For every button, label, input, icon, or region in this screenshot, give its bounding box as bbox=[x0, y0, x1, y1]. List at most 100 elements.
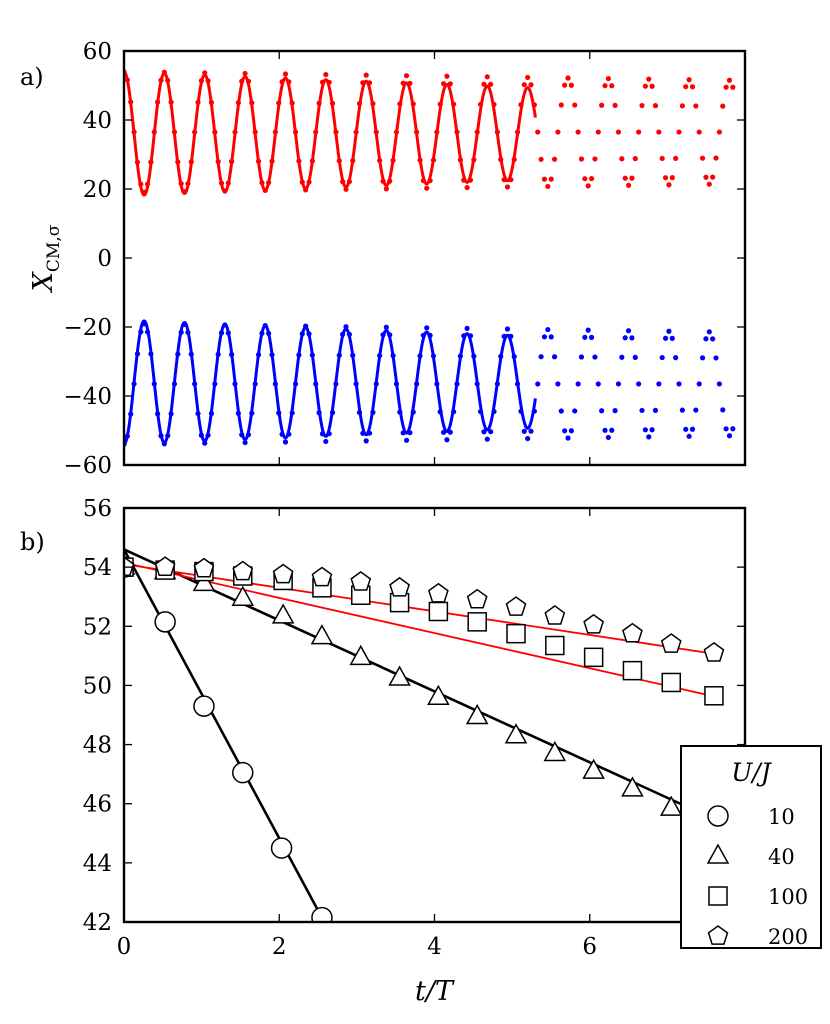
series-point-up-dotted bbox=[407, 80, 413, 86]
series-point-up-dotted bbox=[296, 158, 302, 164]
series-point-down-dotted bbox=[414, 381, 420, 387]
series-point-up-dotted bbox=[326, 79, 332, 85]
series-point-down-dotted bbox=[296, 352, 302, 358]
series-point-up-dotted bbox=[134, 159, 141, 165]
series-point-up-dotted bbox=[229, 158, 235, 165]
series-point-down-dotted bbox=[235, 410, 241, 416]
data-marker-pentagon bbox=[154, 556, 176, 576]
series-point-up-dotted bbox=[279, 79, 285, 85]
series-point-down-dotted bbox=[373, 381, 379, 387]
legend-marker-square bbox=[708, 886, 728, 906]
series-point-up-dotted bbox=[451, 101, 457, 107]
series-point-down-dotted bbox=[629, 335, 635, 341]
series-point-up-dotted bbox=[508, 177, 514, 183]
series-point-down-dotted bbox=[353, 381, 359, 387]
series-point-up-dotted bbox=[316, 100, 322, 106]
series-point-down-dotted bbox=[333, 381, 339, 387]
series-point-up-dotted bbox=[245, 78, 252, 84]
series-point-down-dotted bbox=[440, 429, 447, 435]
series-point-up-dotted bbox=[198, 78, 204, 84]
series-point-down-dotted bbox=[326, 431, 332, 437]
series-point-down-dotted bbox=[696, 381, 702, 387]
series-point-up-dotted bbox=[696, 129, 702, 135]
data-marker-square bbox=[467, 612, 487, 632]
series-point-down-dotted bbox=[555, 381, 561, 387]
series-line-down-solid bbox=[124, 319, 537, 446]
series-point-up-dotted bbox=[397, 101, 403, 107]
series-point-down-dotted bbox=[565, 435, 571, 441]
series-point-up-dotted bbox=[377, 157, 383, 164]
series-point-up-dotted bbox=[710, 174, 716, 180]
series-point-up-dotted bbox=[390, 157, 396, 163]
series-point-up-dotted bbox=[629, 175, 635, 181]
series-point-up-dotted bbox=[639, 102, 645, 109]
series-point-up-dotted bbox=[350, 158, 356, 164]
data-marker-triangle bbox=[621, 776, 644, 797]
legend-entries: 10 40 100 200 bbox=[706, 805, 808, 949]
data-marker-pentagon bbox=[505, 596, 527, 616]
series-point-down-dotted bbox=[259, 330, 265, 336]
series-point-up-dotted bbox=[646, 76, 652, 82]
series-point-down-dotted bbox=[276, 410, 282, 416]
series-point-down-dotted bbox=[508, 333, 514, 339]
data-marker-circle bbox=[311, 906, 333, 922]
series-point-down-dotted bbox=[229, 351, 235, 358]
series-point-down-dotted bbox=[198, 432, 204, 438]
panel-a-ytick-label: 60 bbox=[83, 39, 112, 65]
series-point-up-dotted bbox=[222, 188, 228, 194]
data-marker-pentagon bbox=[660, 633, 682, 653]
series-point-up-dotted bbox=[387, 178, 393, 184]
series-point-up-dotted bbox=[518, 102, 524, 108]
series-point-down-dotted bbox=[151, 381, 157, 387]
series-point-up-dotted bbox=[282, 71, 289, 77]
series-point-up-dotted bbox=[642, 83, 648, 89]
fit-line-10 bbox=[124, 548, 326, 922]
panel-b-ytick-label: 52 bbox=[83, 614, 112, 640]
series-point-up-dotted bbox=[185, 180, 191, 187]
panel-b-ytick-label: 44 bbox=[83, 851, 112, 877]
series-point-down-dotted bbox=[424, 325, 430, 331]
series-point-down-dotted bbox=[659, 354, 665, 361]
series-point-up-dotted bbox=[165, 77, 171, 83]
series-point-down-dotted bbox=[390, 353, 396, 359]
series-point-up-dotted bbox=[124, 77, 130, 83]
data-marker-pentagon bbox=[583, 613, 605, 634]
series-point-up-dotted bbox=[575, 129, 581, 135]
series-point-down-dotted bbox=[531, 408, 537, 414]
series-point-down-dotted bbox=[528, 428, 534, 434]
series-point-up-dotted bbox=[582, 176, 588, 182]
series-point-up-dotted bbox=[471, 157, 477, 163]
series-point-down-dotted bbox=[329, 410, 336, 416]
legend-label-100: 100 bbox=[768, 885, 808, 909]
series-point-down-dotted bbox=[171, 381, 178, 387]
series-point-down-dotted bbox=[319, 431, 326, 437]
series-point-up-dotted bbox=[474, 129, 480, 135]
series-point-up-dotted bbox=[602, 83, 608, 89]
series-point-down-dotted bbox=[605, 434, 611, 441]
data-marker-pentagon bbox=[703, 641, 725, 662]
series-point-up-dotted bbox=[410, 101, 416, 107]
series-point-down-dotted bbox=[730, 426, 736, 432]
series-point-down-dotted bbox=[447, 429, 453, 435]
series-point-up-dotted bbox=[272, 129, 278, 135]
series-point-down-dotted bbox=[679, 407, 685, 413]
series-point-down-dotted bbox=[292, 381, 299, 387]
series-point-up-dotted bbox=[662, 175, 669, 181]
series-point-down-dotted bbox=[595, 381, 601, 387]
y-axis-title-main: X bbox=[28, 270, 59, 293]
series-point-down-dotted bbox=[181, 321, 188, 328]
series-point-up-dotted bbox=[548, 176, 554, 182]
series-point-up-dotted bbox=[444, 73, 450, 79]
y-axis-title-a: XCM,σ bbox=[28, 224, 64, 293]
series-point-up-dotted bbox=[504, 184, 511, 190]
series-point-up-dotted bbox=[178, 181, 184, 187]
series-point-up-dotted bbox=[477, 101, 484, 108]
series-point-up-dotted bbox=[706, 181, 712, 187]
series-point-down-dotted bbox=[316, 410, 322, 416]
series-point-down-dotted bbox=[612, 408, 618, 414]
series-point-down-dotted bbox=[521, 428, 527, 434]
series-point-down-dotted bbox=[545, 326, 551, 333]
panel-a-plot: −60 −40 −20 0 20 40 60 bbox=[63, 39, 747, 479]
series-point-down-dotted bbox=[377, 352, 383, 359]
series-point-up-dotted bbox=[699, 155, 706, 161]
